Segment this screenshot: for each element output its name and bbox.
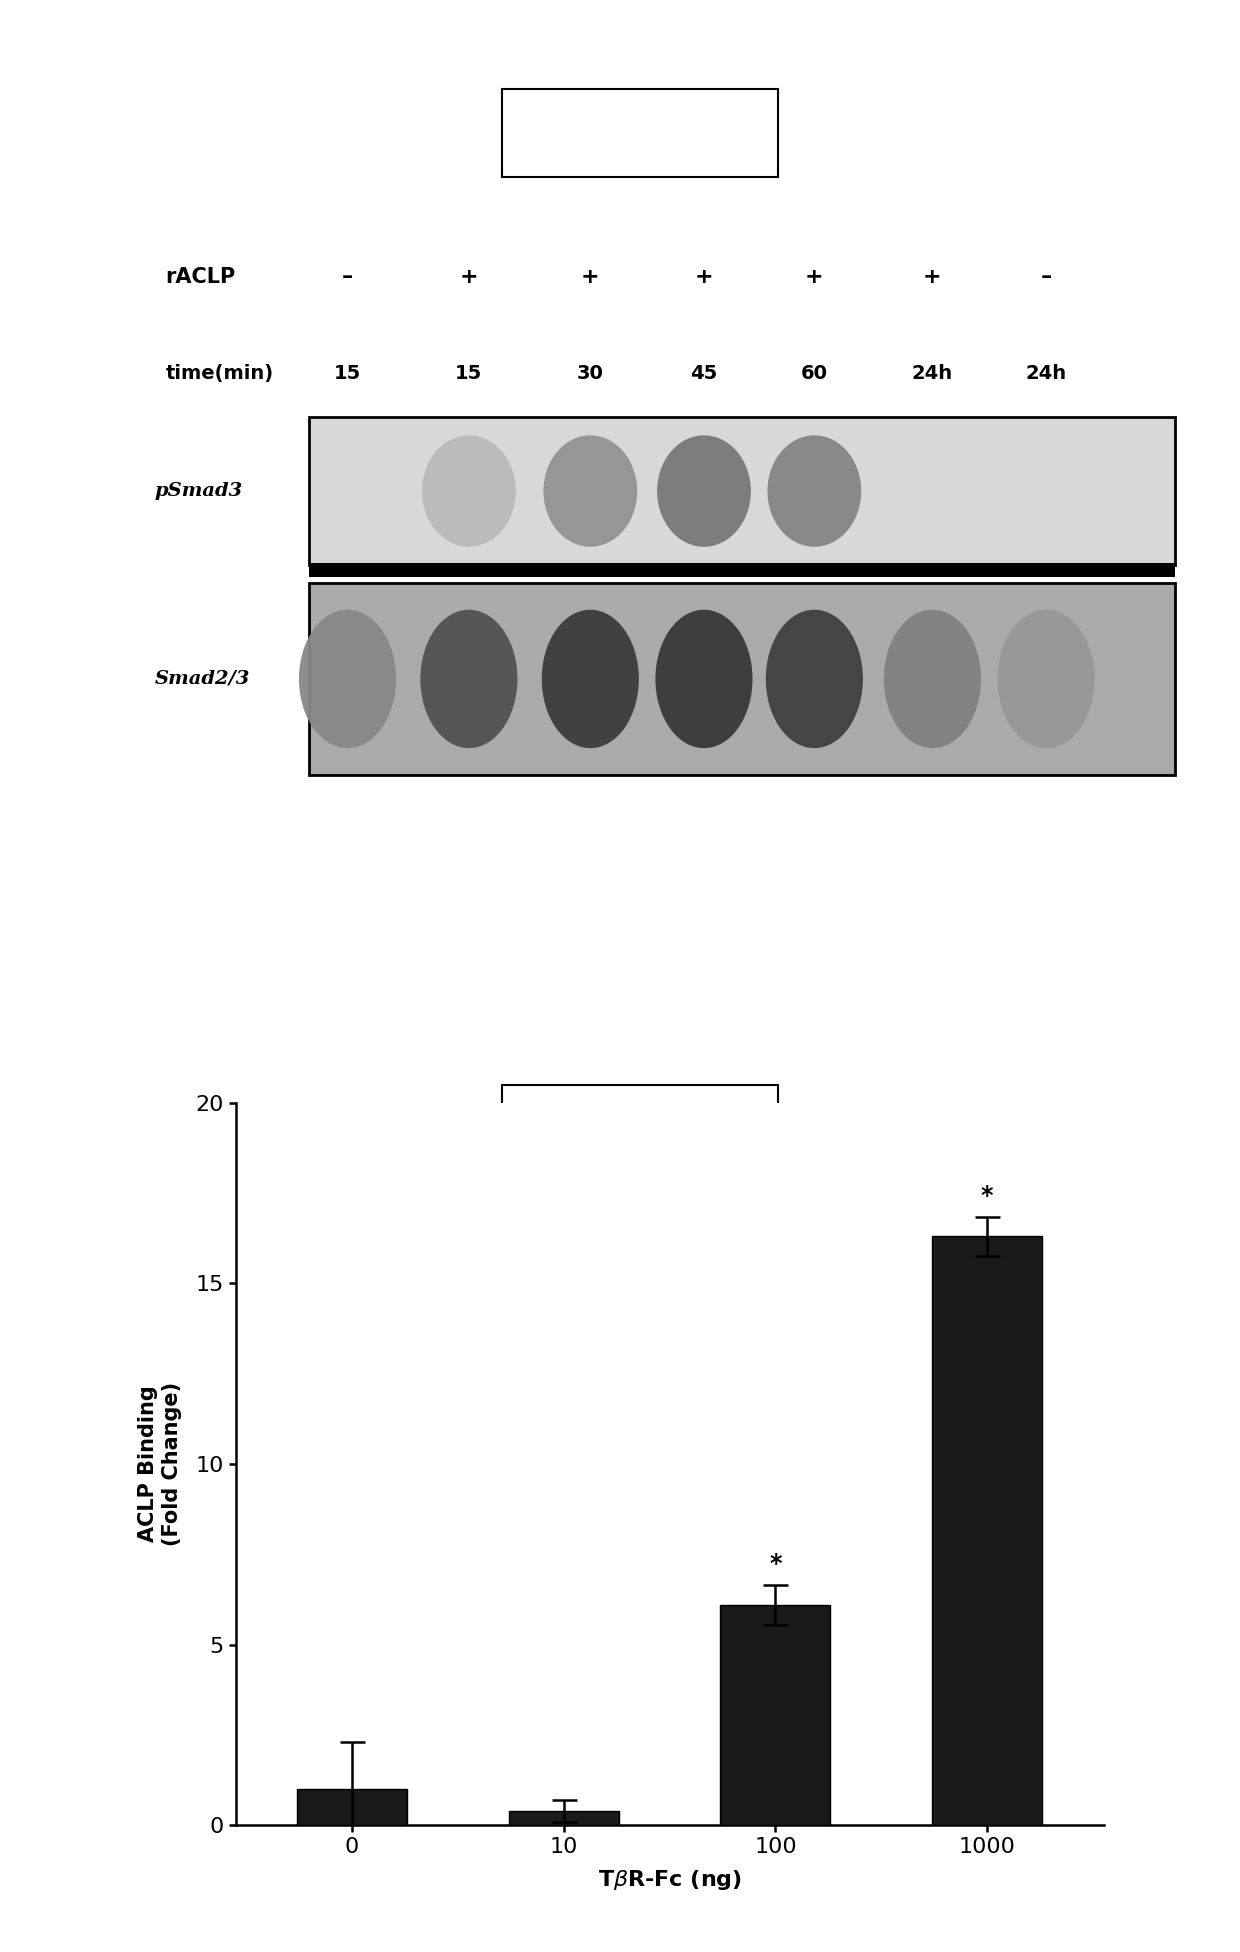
Text: pSmad3: pSmad3 [154, 482, 243, 500]
Text: FIG. 4: FIG. 4 [590, 1115, 689, 1144]
Bar [298, 1788, 407, 1825]
FancyBboxPatch shape [502, 90, 777, 176]
Ellipse shape [656, 609, 753, 748]
Text: 15: 15 [455, 363, 482, 383]
X-axis label: T$\beta$R-Fc (ng): T$\beta$R-Fc (ng) [598, 1868, 742, 1891]
Text: 24h: 24h [911, 363, 954, 383]
Y-axis label: ACLP Binding
(Fold Change): ACLP Binding (Fold Change) [139, 1382, 181, 1546]
Text: Smad2/3: Smad2/3 [154, 670, 249, 687]
Text: *: * [981, 1183, 993, 1208]
Ellipse shape [420, 609, 517, 748]
Ellipse shape [657, 435, 751, 547]
Text: 24h: 24h [1025, 363, 1066, 383]
Bar [309, 418, 1176, 566]
Text: +: + [923, 267, 941, 287]
Ellipse shape [768, 435, 862, 547]
Text: *: * [769, 1552, 781, 1575]
Text: +: + [460, 267, 479, 287]
Bar [309, 562, 1176, 576]
Text: time(min): time(min) [165, 363, 274, 383]
Text: rACLP: rACLP [165, 267, 236, 287]
Ellipse shape [422, 435, 516, 547]
Text: +: + [694, 267, 713, 287]
Ellipse shape [542, 609, 639, 748]
Ellipse shape [299, 609, 396, 748]
Text: –: – [342, 267, 353, 287]
Bar [309, 584, 1176, 775]
Bar [508, 1811, 619, 1825]
Ellipse shape [997, 609, 1095, 748]
Text: 60: 60 [801, 363, 828, 383]
FancyBboxPatch shape [502, 1085, 777, 1173]
Text: FIG. 3: FIG. 3 [590, 119, 689, 146]
Text: –: – [1040, 267, 1052, 287]
Text: +: + [582, 267, 600, 287]
Bar [720, 1605, 831, 1825]
Text: 30: 30 [577, 363, 604, 383]
Ellipse shape [543, 435, 637, 547]
Text: +: + [805, 267, 823, 287]
Text: 45: 45 [691, 363, 718, 383]
Text: 15: 15 [334, 363, 361, 383]
Ellipse shape [884, 609, 981, 748]
Bar [932, 1236, 1042, 1825]
Ellipse shape [766, 609, 863, 748]
